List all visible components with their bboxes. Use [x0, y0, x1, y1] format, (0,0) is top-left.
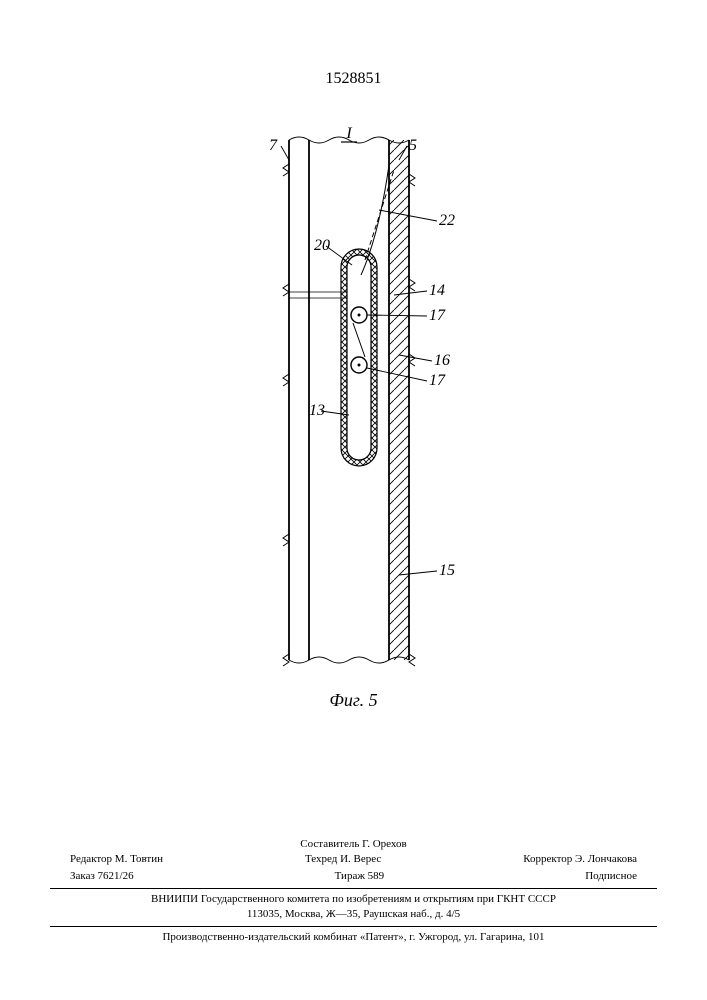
- footer: Составитель Г. Орехов Редактор М. Товтин…: [50, 837, 657, 945]
- footer-order: Заказ 7621/26: [70, 869, 134, 884]
- footer-tech: Техред И. Верес: [305, 852, 381, 867]
- svg-text:22: 22: [439, 212, 455, 229]
- footer-compiler: Составитель Г. Орехов: [50, 837, 657, 852]
- svg-text:5: 5: [409, 137, 417, 154]
- svg-text:17: 17: [429, 372, 446, 389]
- footer-line3: Производственно-издательский комбинат «П…: [50, 930, 657, 945]
- footer-sub: Подписное: [585, 869, 637, 884]
- figure-svg: I752022141716171315: [204, 120, 504, 680]
- svg-text:7: 7: [269, 137, 278, 154]
- svg-text:20: 20: [314, 237, 330, 254]
- footer-tirage: Тираж 589: [335, 869, 385, 884]
- svg-text:14: 14: [429, 282, 445, 299]
- footer-corrector: Корректор Э. Лончакова: [523, 852, 637, 867]
- svg-text:13: 13: [309, 402, 325, 419]
- footer-line1: ВНИИПИ Государственного комитета по изоб…: [50, 892, 657, 907]
- svg-text:16: 16: [434, 352, 450, 369]
- page-number: 1528851: [326, 70, 382, 88]
- footer-editor: Редактор М. Товтин: [70, 852, 163, 867]
- figure-caption: Фиг. 5: [329, 690, 377, 711]
- figure-5: I752022141716171315: [204, 120, 504, 680]
- svg-text:15: 15: [439, 562, 455, 579]
- svg-text:17: 17: [429, 307, 446, 324]
- footer-line2: 113035, Москва, Ж—35, Раушская наб., д. …: [50, 907, 657, 922]
